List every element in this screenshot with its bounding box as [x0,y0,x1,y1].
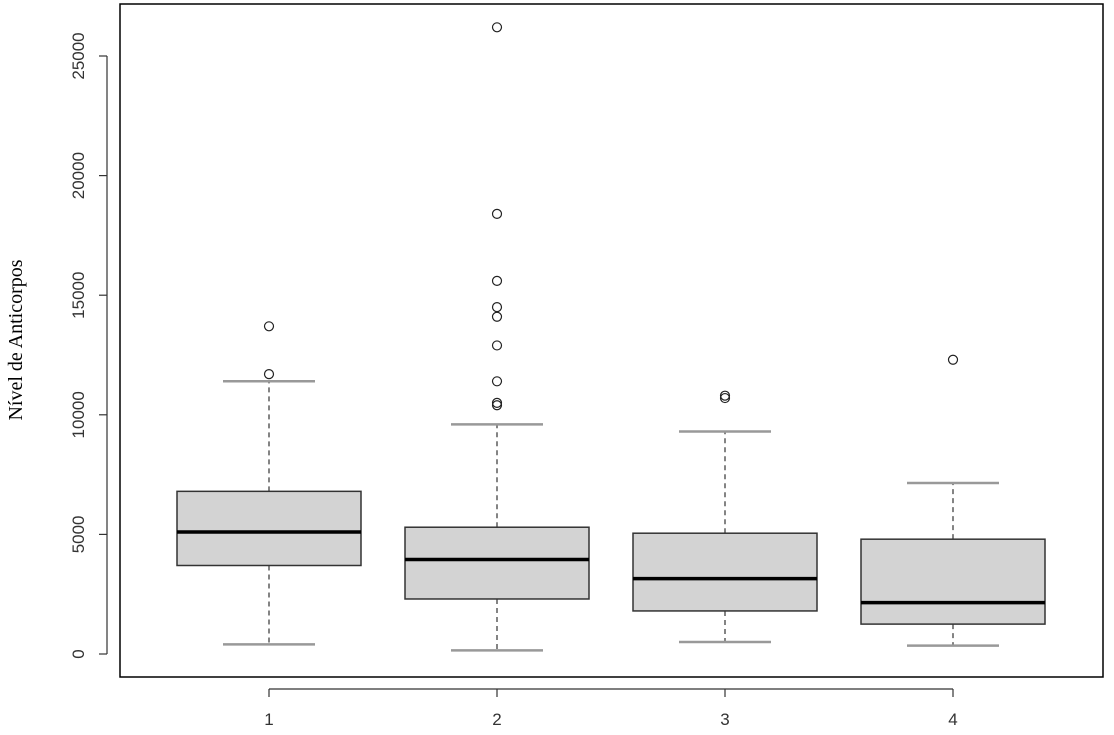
iqr-box [860,538,1046,625]
box-group-4 [860,354,1046,647]
box-group-1 [176,321,362,646]
iqr-box [404,526,590,600]
outlier-point [491,311,503,322]
outlier-point [491,22,503,33]
y-tick-label: 15000 [69,272,88,319]
x-tick-label: 2 [492,710,501,729]
x-tick-label: 3 [720,710,729,729]
y-tick-label: 20000 [69,152,88,199]
y-axis-label: Nível de Anticorpos [5,259,27,420]
outlier-point [263,321,275,332]
x-tick-label: 4 [948,710,957,729]
box-group-2 [404,22,590,652]
outlier-point [491,397,503,408]
y-tick-label: 0 [69,649,88,658]
x-axis: 1 2 3 4 [264,688,958,729]
boxes [176,22,1046,652]
outlier-point [491,208,503,219]
outlier-point [719,390,731,401]
y-tick-label: 5000 [69,515,88,553]
outlier-point [263,369,275,380]
outlier-point [491,376,503,387]
x-tick-label: 1 [264,710,273,729]
box-group-3 [632,390,818,644]
plot-frame [119,3,1104,678]
y-axis: 0 5000 10000 15000 20000 25000 [69,32,108,659]
y-tick-label: 25000 [69,32,88,79]
iqr-box [632,532,818,612]
y-tick-label: 10000 [69,391,88,438]
iqr-box [176,490,362,567]
outlier-point [491,340,503,351]
outlier-point [491,275,503,286]
outlier-point [491,302,503,313]
outlier-point [947,354,959,365]
